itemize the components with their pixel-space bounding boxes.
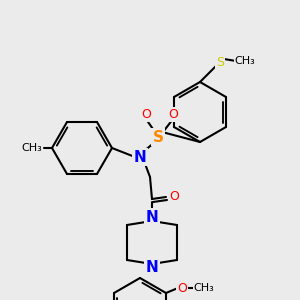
- Text: CH₃: CH₃: [22, 143, 42, 153]
- Text: O: O: [168, 107, 178, 121]
- Text: CH₃: CH₃: [194, 283, 214, 293]
- Text: S: S: [216, 56, 224, 68]
- Text: N: N: [146, 260, 158, 275]
- Text: N: N: [134, 149, 146, 164]
- Text: N: N: [146, 209, 158, 224]
- Text: S: S: [152, 130, 164, 145]
- Text: CH₃: CH₃: [235, 56, 255, 66]
- Text: O: O: [177, 281, 187, 295]
- Text: O: O: [141, 107, 151, 121]
- Text: O: O: [169, 190, 179, 203]
